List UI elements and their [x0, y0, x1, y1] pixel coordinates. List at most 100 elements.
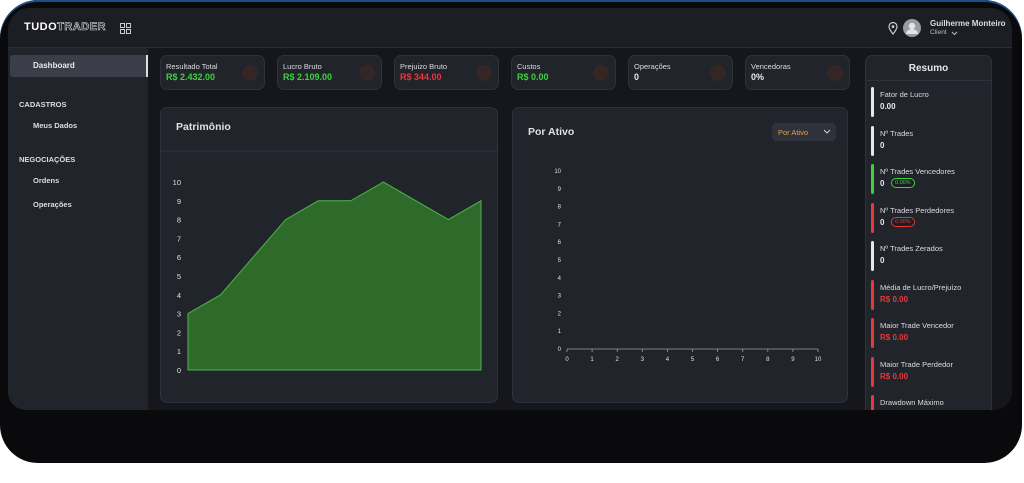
summary-label: Nº Trades: [880, 128, 914, 138]
apps-icon[interactable]: [120, 23, 131, 34]
x-tick-label: 1: [590, 357, 594, 363]
summary-value: R$ 0.00: [880, 371, 909, 381]
y-tick-label: 4: [177, 291, 181, 300]
summary-badge: 0.00%: [891, 178, 915, 188]
summary-value: 0: [880, 140, 885, 150]
y-tick-label: 1: [558, 329, 562, 335]
chart-title: Patrimônio: [176, 121, 231, 133]
nav-section-title: NEGOCIAÇÕES: [19, 155, 76, 164]
accent-bar: [871, 164, 874, 194]
kpi-label: Operações: [634, 62, 671, 71]
chart: Por Ativo Por Ativo 0 1 2 3 4 5 6 7 8 9 10 0 1 2 3 4 5 6 7 8 9…: [528, 123, 836, 363]
summary-badge: 0.00%: [891, 216, 915, 227]
accent-bar: [871, 279, 874, 310]
summary-panel: Resumo Fator de Lucro 0.00 Nº Trades 0 Nº Tra…: [865, 55, 992, 410]
dropdown[interactable]: [772, 123, 836, 141]
area: [187, 181, 482, 371]
main-area: Resultado Total R$ 2.432.00 Lucro Bruto R$ …: [8, 8, 1012, 410]
avatar[interactable]: [903, 19, 921, 37]
kpi-icon: [593, 65, 609, 81]
summary-value: 0: [880, 217, 885, 227]
divider: [866, 80, 991, 81]
x-tick-label: 0: [565, 357, 569, 363]
chart-title: Por Ativo: [528, 126, 574, 138]
summary-label: Drawdown Máximo: [880, 398, 944, 407]
accent-bar: [871, 395, 874, 410]
x-tick-label: 4: [666, 357, 670, 363]
x-tick-label: 3: [641, 357, 645, 363]
kpi-value: 0%: [751, 72, 765, 82]
nav-item-active[interactable]: Dashboard: [10, 55, 148, 77]
x-tick-label: 7: [741, 357, 745, 363]
nav-item[interactable]: Operações: [33, 200, 72, 209]
y-tick-label: 9: [558, 187, 562, 193]
kpi-value: 0: [634, 72, 640, 82]
summary-label: Nº Trades Zerados: [880, 244, 943, 253]
kpi-label: Vencedoras: [751, 62, 791, 71]
nav-item[interactable]: Ordens: [33, 176, 60, 185]
summary-label: Nº Trades Vencedores: [880, 167, 955, 176]
kpi-label: Lucro Bruto: [283, 62, 322, 71]
kpi-label: Resultado Total: [166, 62, 218, 71]
y-tick-label: 7: [177, 234, 181, 243]
chart: Patrimônio 0 1 2 3 4 5 6 7 8 9 10: [161, 121, 497, 375]
summary-label: Maior Trade Vencedor: [880, 321, 954, 330]
y-tick-label: 0: [177, 366, 181, 375]
y-tick-label: 2: [558, 311, 562, 317]
chart-card: Patrimônio 0 1 2 3 4 5 6 7 8 9 10: [160, 107, 498, 403]
y-tick-label: 1: [177, 347, 181, 356]
nav-item[interactable]: Meus Dados: [33, 121, 78, 130]
accent-bar: [871, 202, 874, 233]
summary-value: 0.00: [880, 102, 896, 111]
user-role[interactable]: Client: [930, 29, 947, 36]
kpi-card: Custos R$ 0.00: [511, 55, 616, 90]
kpi-icon: [710, 65, 726, 81]
accent-bar: [871, 87, 874, 117]
dropdown-chevron: [823, 129, 831, 134]
summary-title: Resumo: [908, 63, 949, 74]
y-tick-label: 6: [177, 253, 181, 262]
sidebar: Dashboard CADASTROS Meus Dados NEGOCIAÇÕES O…: [8, 48, 148, 410]
location-icon[interactable]: [888, 22, 898, 35]
x-tick-label: 10: [815, 357, 822, 363]
kpi-icon: [827, 65, 843, 81]
logo-part: TRADER: [57, 21, 107, 34]
logo-part: TUDO: [24, 21, 58, 33]
summary-label: Média de Lucro/Prejuízo: [880, 282, 962, 292]
y-tick-label: 10: [554, 169, 561, 175]
kpi-card: Resultado Total R$ 2.432.00: [160, 55, 265, 90]
accent-bar: [871, 241, 874, 271]
kpi-value: R$ 0.00: [517, 72, 549, 82]
summary-label: Nº Trades Perdedores: [880, 205, 955, 215]
kpi-card: Vencedoras 0%: [745, 55, 850, 90]
chart-card: Por Ativo Por Ativo 0 1 2 3 4 5 6 7 8 9 10 0 1 2 3 4 5 6 7 8 9…: [512, 107, 848, 403]
kpi-value: R$ 2.109.00: [283, 72, 333, 82]
kpi-label: Prejuizo Bruto: [400, 62, 448, 71]
accent-bar: [871, 356, 874, 387]
kpi-card: Prejuizo Bruto R$ 344.00: [394, 55, 499, 90]
y-tick-label: 8: [558, 205, 562, 211]
y-tick-label: 10: [173, 178, 181, 187]
summary-label: Maior Trade Perdedor: [880, 359, 953, 369]
y-tick-label: 0: [558, 347, 562, 353]
kpi-icon: [242, 65, 258, 81]
y-tick-label: 3: [558, 294, 562, 300]
y-tick-label: 8: [177, 216, 181, 225]
kpi-icon: [476, 65, 492, 81]
x-tick-label: 8: [766, 357, 770, 363]
summary-value: 0: [880, 179, 885, 188]
x-tick-label: 6: [716, 357, 720, 363]
dropdown-label[interactable]: Por Ativo: [778, 128, 808, 137]
top-bar: TUDOTRADER Guilherme Monteiro Client: [8, 8, 1012, 48]
kpi-label: Custos: [517, 62, 541, 71]
y-tick-label: 5: [558, 258, 562, 264]
x-tick-label: 2: [616, 357, 620, 363]
user-name: Guilherme Monteiro: [930, 19, 1006, 28]
kpi-value: R$ 2.432.00: [166, 72, 216, 82]
user-menu-chevron[interactable]: [951, 31, 958, 36]
accent-bar: [871, 125, 874, 156]
kpi-card: Operações 0: [628, 55, 733, 90]
screen: TUDOTRADER Guilherme Monteiro Client Dashb…: [8, 8, 1012, 410]
y-tick-label: 2: [177, 328, 181, 337]
y-tick-label: 3: [177, 310, 181, 319]
